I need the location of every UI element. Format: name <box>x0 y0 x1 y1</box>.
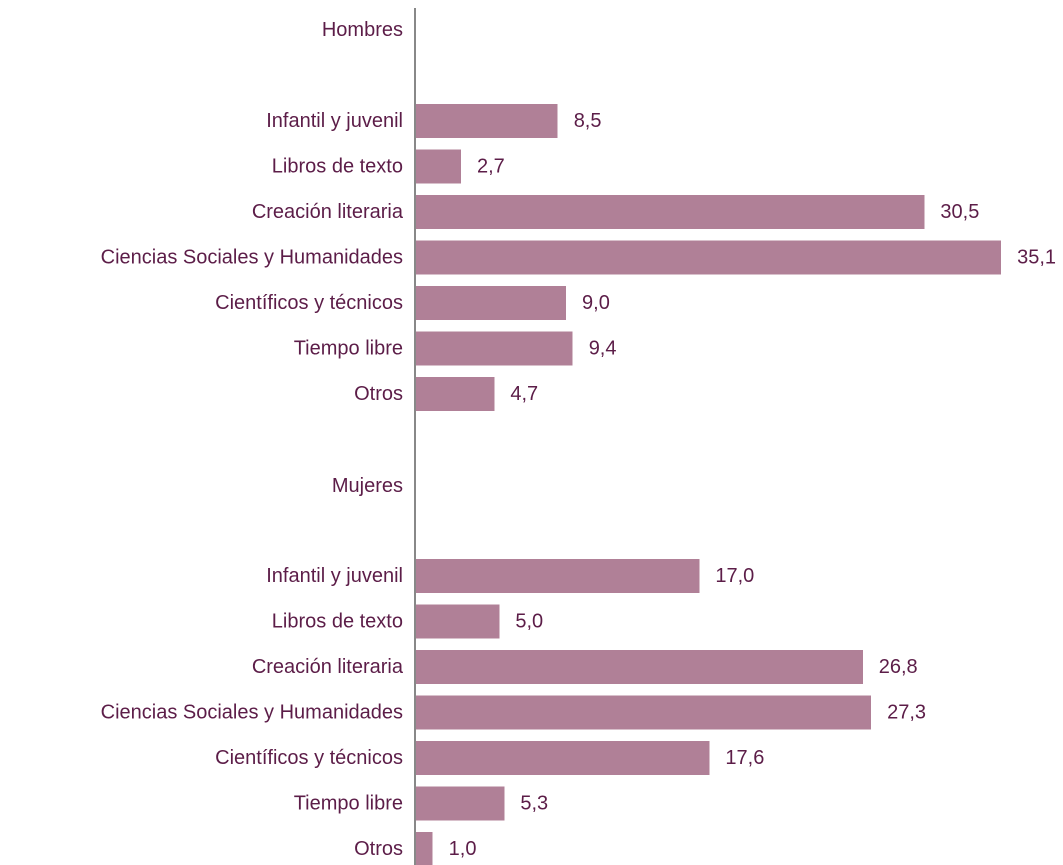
bar-mujeres-6 <box>416 832 433 865</box>
category-label: Tiempo libre <box>294 338 403 360</box>
category-label: Infantil y juvenil <box>266 565 403 587</box>
category-label: Creación literaria <box>252 201 404 223</box>
data-label: 27,3 <box>887 702 926 724</box>
bar-hombres-1 <box>416 149 462 184</box>
bar-hombres-0 <box>416 104 558 138</box>
bar-mujeres-1 <box>416 604 500 639</box>
bar-mujeres-2 <box>416 650 863 684</box>
bar-mujeres-4 <box>416 741 710 775</box>
bar-hombres-6 <box>416 377 495 411</box>
bar-mujeres-0 <box>416 559 700 593</box>
data-label: 17,6 <box>725 747 764 769</box>
data-label: 5,3 <box>520 793 548 815</box>
bar-hombres-2 <box>416 195 925 229</box>
category-label: Infantil y juvenil <box>266 110 403 132</box>
data-label: 17,0 <box>715 565 754 587</box>
category-label: Científicos y técnicos <box>215 747 403 769</box>
category-label: Ciencias Sociales y Humanidades <box>101 702 403 724</box>
bar-hombres-4 <box>416 286 567 320</box>
group-label-hombres: Hombres <box>322 19 403 41</box>
data-label: 9,4 <box>589 338 617 360</box>
data-label: 35,1 <box>1017 247 1056 269</box>
category-label: Otros <box>354 838 403 860</box>
data-label: 4,7 <box>510 383 538 405</box>
bar-hombres-5 <box>416 331 573 366</box>
category-label: Tiempo libre <box>294 793 403 815</box>
data-label: 2,7 <box>477 156 505 178</box>
category-label: Científicos y técnicos <box>215 292 403 314</box>
group-label-mujeres: Mujeres <box>332 475 403 497</box>
category-label: Ciencias Sociales y Humanidades <box>101 247 403 269</box>
category-label: Creación literaria <box>252 656 404 678</box>
data-label: 8,5 <box>574 110 602 132</box>
bar-hombres-3 <box>416 240 1002 275</box>
bar-mujeres-5 <box>416 786 505 821</box>
data-label: 5,0 <box>515 611 543 633</box>
data-label: 26,8 <box>879 656 918 678</box>
bar-mujeres-3 <box>416 695 872 730</box>
category-label: Libros de texto <box>272 611 403 633</box>
chart-marks: Hombres Infantil y juvenil 8,5 Libros de te… <box>101 19 1056 865</box>
category-label: Otros <box>354 383 403 405</box>
category-label: Libros de texto <box>272 156 403 178</box>
data-label: 9,0 <box>582 292 610 314</box>
data-label: 1,0 <box>449 838 477 860</box>
data-label: 30,5 <box>940 201 979 223</box>
